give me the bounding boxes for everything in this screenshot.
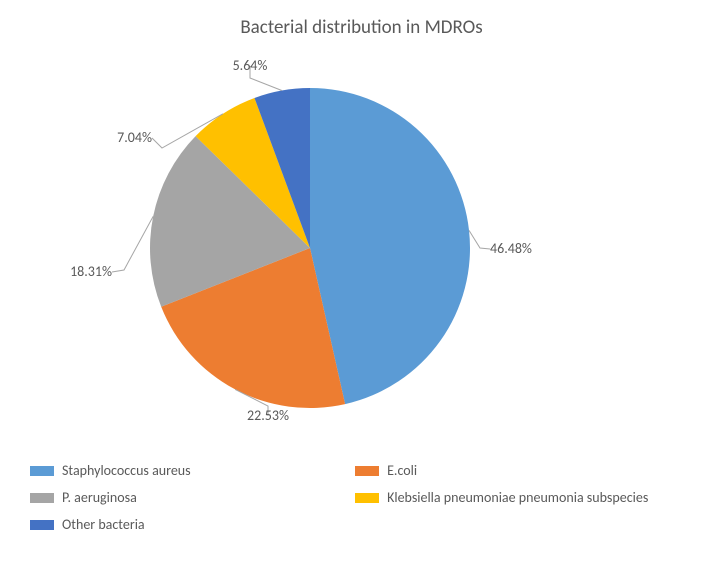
legend-swatch xyxy=(30,493,54,503)
chart-title: Bacterial distribution in MDROs xyxy=(0,0,723,39)
slice-label: 5.64% xyxy=(233,57,268,74)
legend: Staphylococcus aureus E.coli P. aerugino… xyxy=(30,462,690,543)
legend-swatch xyxy=(355,493,379,503)
leader-line xyxy=(469,230,490,249)
legend-swatch xyxy=(30,466,54,476)
legend-label: Staphylococcus aureus xyxy=(62,462,191,479)
legend-row: Staphylococcus aureus E.coli xyxy=(30,462,690,479)
chart-container: Bacterial distribution in MDROs 46.48% 22… xyxy=(0,0,723,562)
legend-item: Staphylococcus aureus xyxy=(30,462,335,479)
legend-item: Klebsiella pneumoniae pneumonia subspeci… xyxy=(355,489,670,506)
slice-label: 46.48% xyxy=(490,240,532,257)
slice-label: 22.53% xyxy=(247,407,289,424)
legend-label: E.coli xyxy=(387,462,417,479)
slice-label: 7.04% xyxy=(117,129,152,146)
legend-swatch xyxy=(30,520,54,530)
legend-item: Other bacteria xyxy=(30,516,340,533)
legend-row: Other bacteria xyxy=(30,516,690,533)
legend-item: P. aeruginosa xyxy=(30,489,335,506)
slice-label: 18.31% xyxy=(70,263,112,280)
leader-line xyxy=(112,216,153,272)
pie-area: 46.48%22.53%18.31%7.04%5.64% xyxy=(120,58,500,438)
pie-svg: 46.48%22.53%18.31%7.04%5.64% xyxy=(120,58,500,438)
legend-label: Other bacteria xyxy=(62,516,145,533)
legend-item: E.coli xyxy=(355,462,670,479)
legend-row: P. aeruginosa Klebsiella pneumoniae pneu… xyxy=(30,489,690,506)
legend-label: Klebsiella pneumoniae pneumonia subspeci… xyxy=(387,489,648,506)
legend-label: P. aeruginosa xyxy=(62,489,137,506)
legend-swatch xyxy=(355,466,379,476)
